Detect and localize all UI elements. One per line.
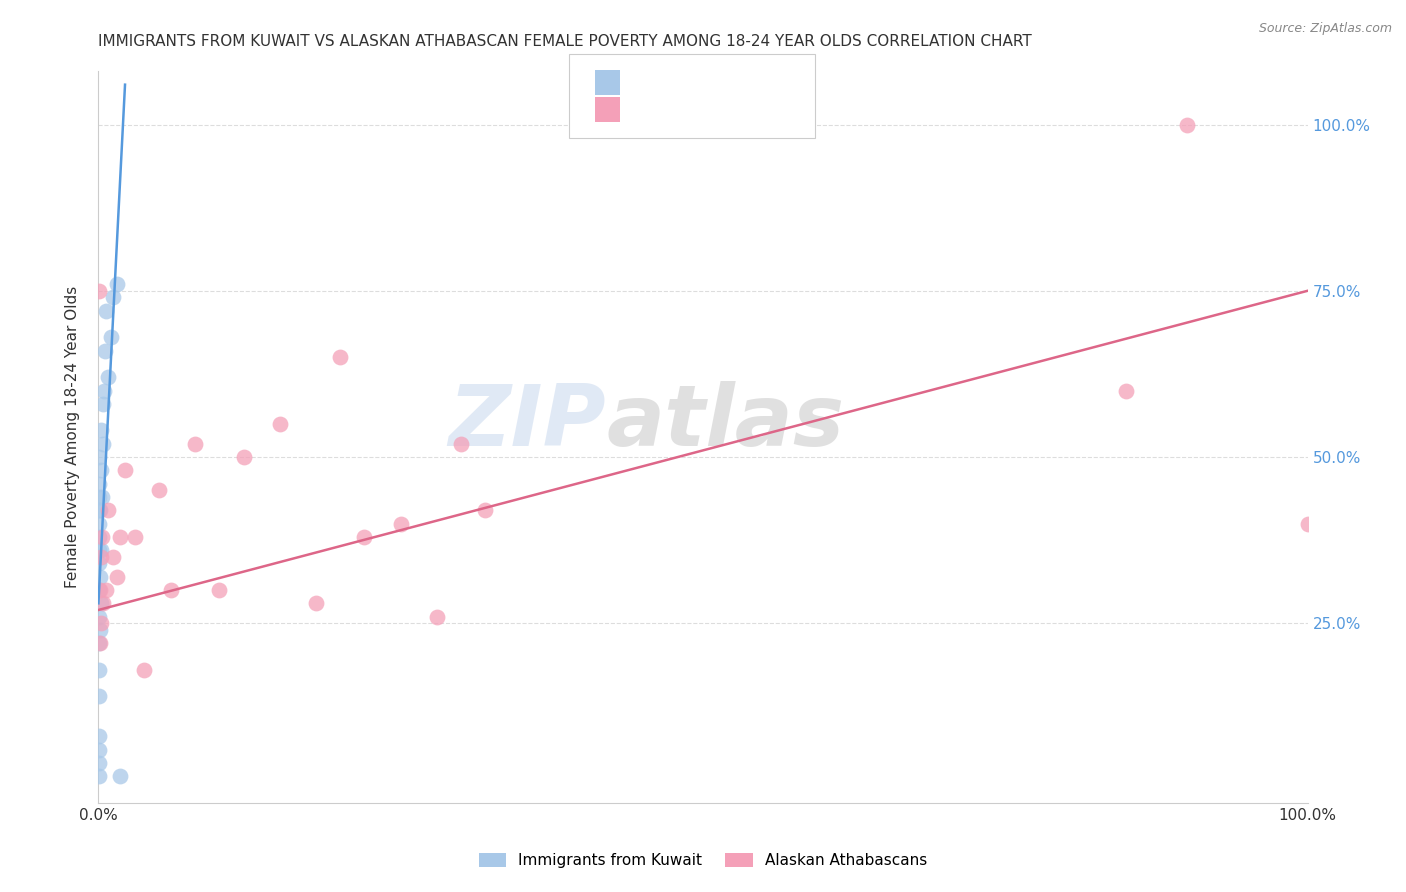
Point <box>97 370 120 384</box>
Text: N = 35: N = 35 <box>724 65 775 80</box>
Point <box>89 530 111 544</box>
Point <box>108 530 131 544</box>
Point <box>353 530 375 544</box>
Point <box>89 582 111 597</box>
Point <box>89 503 111 517</box>
Point <box>89 557 111 571</box>
Point <box>90 596 112 610</box>
Point <box>124 530 146 544</box>
Point <box>89 729 111 743</box>
Point <box>89 769 111 783</box>
Point <box>91 436 114 450</box>
Point <box>89 756 111 770</box>
Point <box>89 490 111 504</box>
Point <box>1115 384 1137 398</box>
Point <box>101 290 124 304</box>
Point <box>89 663 111 677</box>
Point <box>184 436 207 450</box>
Point <box>89 623 111 637</box>
Point <box>89 742 111 756</box>
Point <box>105 570 128 584</box>
Point <box>91 596 114 610</box>
Point <box>269 417 291 431</box>
Point <box>89 636 111 650</box>
Legend: Immigrants from Kuwait, Alaskan Athabascans: Immigrants from Kuwait, Alaskan Athabasc… <box>478 854 928 868</box>
Point <box>97 503 120 517</box>
Point <box>90 616 112 631</box>
Point <box>90 549 112 564</box>
Point <box>89 450 111 464</box>
Point <box>89 570 111 584</box>
Point <box>91 530 114 544</box>
Point <box>450 436 472 450</box>
Point <box>1296 516 1319 531</box>
Point <box>89 503 111 517</box>
Point <box>89 609 111 624</box>
Point <box>90 543 112 558</box>
Point <box>426 609 449 624</box>
Point <box>100 330 122 344</box>
Text: R = 0.377: R = 0.377 <box>628 95 702 111</box>
Point <box>94 582 117 597</box>
Text: ZIP: ZIP <box>449 381 606 464</box>
Point <box>89 582 111 597</box>
Point <box>232 450 254 464</box>
Text: IMMIGRANTS FROM KUWAIT VS ALASKAN ATHABASCAN FEMALE POVERTY AMONG 18-24 YEAR OLD: IMMIGRANTS FROM KUWAIT VS ALASKAN ATHABA… <box>98 35 1032 49</box>
Point <box>305 596 328 610</box>
Point <box>134 663 156 677</box>
Point <box>101 549 124 564</box>
Point <box>160 582 183 597</box>
Point <box>329 351 352 365</box>
Point <box>389 516 412 531</box>
Point <box>89 636 111 650</box>
Text: N = 31: N = 31 <box>724 95 775 111</box>
Text: R = 0.610: R = 0.610 <box>628 65 702 80</box>
Point <box>108 769 131 783</box>
Point <box>114 463 136 477</box>
Point <box>148 483 170 498</box>
Point <box>91 490 114 504</box>
Point <box>94 303 117 318</box>
Point <box>90 463 112 477</box>
Point <box>208 582 231 597</box>
Point <box>89 690 111 704</box>
Y-axis label: Female Poverty Among 18-24 Year Olds: Female Poverty Among 18-24 Year Olds <box>65 286 80 588</box>
Point <box>90 424 112 438</box>
Point <box>89 516 111 531</box>
Text: atlas: atlas <box>606 381 845 464</box>
Point <box>94 343 117 358</box>
Point <box>474 503 496 517</box>
Point <box>1175 118 1198 132</box>
Point <box>91 397 114 411</box>
Text: Source: ZipAtlas.com: Source: ZipAtlas.com <box>1258 22 1392 36</box>
Point <box>89 543 111 558</box>
Point <box>89 284 111 298</box>
Point <box>89 476 111 491</box>
Point <box>93 384 115 398</box>
Point <box>105 277 128 292</box>
